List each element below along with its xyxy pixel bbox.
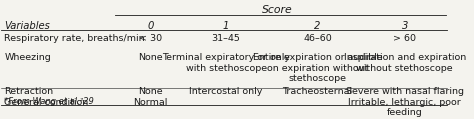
Text: General condition: General condition: [4, 98, 89, 107]
Text: Severe with nasal flaring: Severe with nasal flaring: [346, 87, 464, 96]
Text: 1: 1: [223, 21, 229, 31]
Text: *From Wang et al.²29: *From Wang et al.²29: [4, 97, 94, 107]
Text: None: None: [138, 87, 163, 96]
Text: 2: 2: [314, 21, 321, 31]
Text: Score: Score: [262, 5, 293, 15]
Text: Tracheosternal: Tracheosternal: [283, 87, 353, 96]
Text: Retraction: Retraction: [4, 87, 54, 96]
Text: Terminal expiratory or only
with stethoscope: Terminal expiratory or only with stethos…: [162, 53, 290, 73]
Text: Inspiration and expiration
without stethoscope: Inspiration and expiration without steth…: [344, 53, 466, 73]
Text: Respiratory rate, breaths/min: Respiratory rate, breaths/min: [4, 34, 145, 43]
Text: Wheezing: Wheezing: [4, 53, 51, 62]
Text: 3: 3: [401, 21, 408, 31]
Text: None: None: [138, 53, 163, 62]
Text: 0: 0: [147, 21, 154, 31]
Text: Variables: Variables: [4, 21, 50, 31]
Text: 31–45: 31–45: [212, 34, 241, 43]
Text: Entire expiration or audible
on expiration without
stethoscope: Entire expiration or audible on expirati…: [253, 53, 383, 83]
Text: > 60: > 60: [393, 34, 416, 43]
Text: 46–60: 46–60: [303, 34, 332, 43]
Text: < 30: < 30: [139, 34, 162, 43]
Text: Intercostal only: Intercostal only: [190, 87, 263, 96]
Text: Normal: Normal: [133, 98, 167, 107]
Text: Irritable, lethargic, poor
feeding: Irritable, lethargic, poor feeding: [348, 98, 461, 117]
